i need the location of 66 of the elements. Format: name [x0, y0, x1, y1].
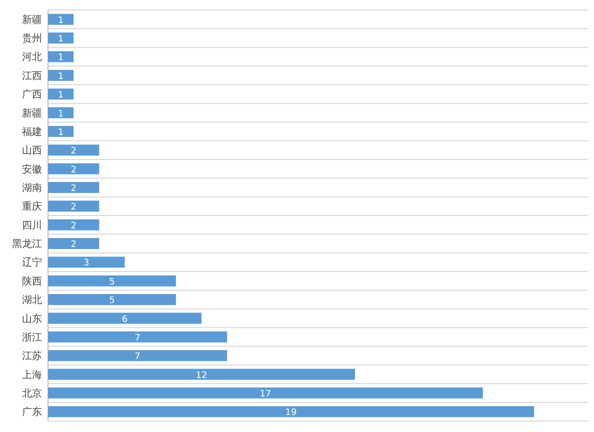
y-tick-label: 新疆: [22, 107, 42, 120]
y-tick-label: 江苏: [22, 350, 42, 362]
data-label: 2: [70, 221, 76, 232]
bar: [48, 275, 176, 286]
bar: [48, 88, 74, 100]
data-label: 1: [58, 90, 64, 101]
y-tick-label: 山东: [22, 312, 42, 325]
data-label: 2: [70, 202, 76, 213]
y-tick-label: 福建: [22, 126, 42, 138]
data-label: 12: [196, 370, 208, 381]
bar: [48, 331, 228, 342]
data-label: 2: [70, 165, 76, 176]
y-tick-label: 广东: [22, 406, 42, 418]
data-label: 1: [58, 53, 64, 64]
y-tick-label: 安徽: [22, 163, 42, 176]
y-tick-label: 新疆: [22, 14, 42, 26]
data-label: 5: [109, 296, 115, 306]
y-tick-label: 四川: [22, 219, 42, 232]
bar: [48, 368, 355, 380]
y-tick-label: 湖北: [22, 294, 42, 306]
data-label: 19: [285, 408, 298, 418]
data-label: 1: [58, 34, 64, 45]
data-label: 6: [122, 314, 128, 325]
data-label: 1: [58, 109, 64, 120]
y-tick-label: 辽宁: [22, 256, 42, 269]
data-label: 7: [134, 333, 140, 344]
data-label: 7: [134, 352, 140, 362]
data-label: 3: [84, 258, 90, 269]
bar: [48, 294, 176, 306]
bar: [48, 32, 74, 44]
y-tick-label: 浙江: [22, 331, 42, 344]
bar: [48, 350, 228, 362]
bar: [48, 163, 100, 174]
data-label: 1: [58, 72, 64, 82]
bar: [48, 144, 100, 156]
y-tick-label: 河北: [22, 51, 42, 64]
bar: [48, 256, 125, 268]
data-label: 2: [70, 146, 76, 157]
y-tick-label: 江西: [22, 70, 42, 82]
y-tick-label: 黑龙江: [12, 238, 42, 250]
bar: [48, 312, 202, 324]
data-label: 2: [70, 240, 76, 250]
bar: [48, 182, 100, 193]
data-label: 5: [109, 277, 115, 288]
y-tick-label: 广西: [22, 88, 42, 101]
y-tick-label: 湖南: [22, 182, 42, 194]
data-label: 17: [260, 389, 272, 400]
data-label: 1: [58, 16, 64, 26]
y-tick-label: 北京: [22, 387, 42, 400]
bar: [48, 387, 483, 398]
bar: [48, 219, 100, 230]
bar: [48, 200, 100, 212]
bar: [48, 70, 74, 81]
bar: [48, 406, 534, 418]
y-tick-label: 重庆: [22, 200, 42, 213]
bar: [48, 107, 74, 118]
y-tick-label: 山西: [22, 144, 42, 157]
y-tick-label: 陕西: [22, 275, 42, 288]
data-label: 1: [58, 128, 64, 138]
bar: [48, 51, 74, 62]
y-tick-label: 上海: [22, 368, 42, 381]
bar: [48, 126, 74, 137]
data-label: 2: [70, 184, 76, 194]
bar: [48, 238, 100, 250]
bar: [48, 14, 74, 25]
y-tick-label: 贵州: [22, 32, 42, 45]
